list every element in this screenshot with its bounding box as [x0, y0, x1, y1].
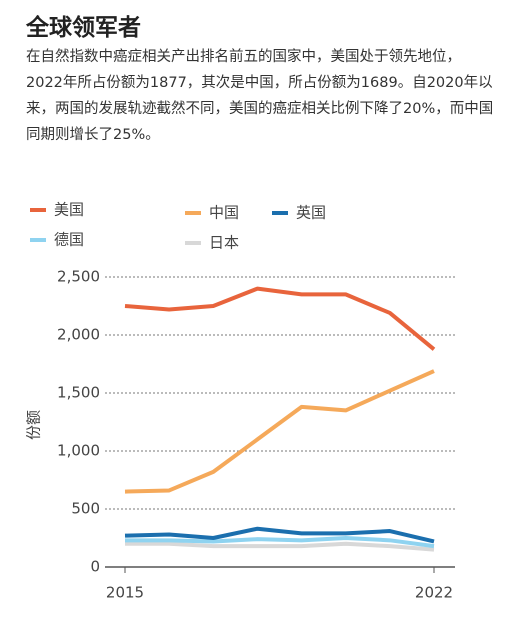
legend-label: 德国 — [54, 231, 84, 249]
y-tick-label: 1,000 — [57, 442, 100, 460]
legend-label: 日本 — [209, 234, 239, 252]
x-tick-label: 2015 — [106, 584, 144, 602]
line-series — [125, 536, 435, 549]
line-series — [124, 369, 435, 494]
y-tick-label: 0 — [90, 558, 100, 576]
y-tick-label: 2,000 — [57, 326, 100, 344]
y-axis-label: 份额 — [25, 410, 43, 440]
chart-subtitle: 在自然指数中癌症相关产出排名前五的国家中，美国处于领先地位，2022年所占份额为… — [26, 49, 494, 143]
y-tick-label: 500 — [71, 500, 100, 518]
y-tick-label: 2,500 — [57, 268, 100, 286]
legend-label: 美国 — [54, 201, 84, 219]
legend-label: 英国 — [296, 204, 326, 222]
y-tick-label: 1,500 — [57, 384, 100, 402]
line-series — [125, 541, 435, 552]
line-series — [124, 286, 436, 351]
x-tick-label: 2022 — [415, 584, 453, 602]
chart-title: 全球领军者 — [26, 15, 141, 41]
legend-label: 中国 — [209, 204, 239, 222]
line-series — [124, 526, 435, 544]
